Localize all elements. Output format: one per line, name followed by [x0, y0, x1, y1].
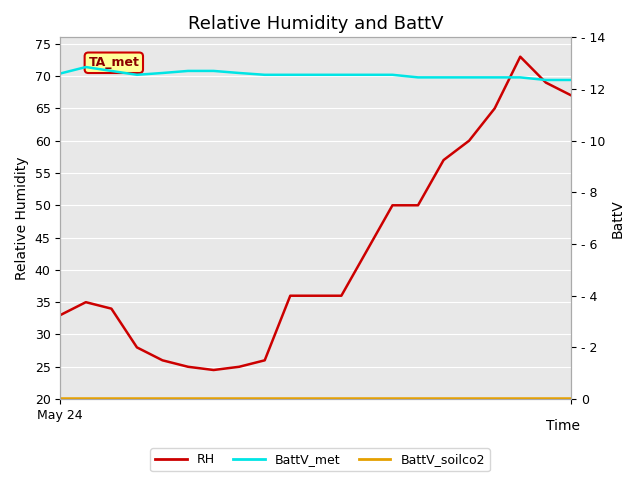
Text: TA_met: TA_met [88, 56, 140, 69]
Legend: RH, BattV_met, BattV_soilco2: RH, BattV_met, BattV_soilco2 [150, 448, 490, 471]
Y-axis label: BattV: BattV [611, 199, 625, 238]
Text: Time: Time [546, 419, 580, 432]
Y-axis label: Relative Humidity: Relative Humidity [15, 156, 29, 280]
Title: Relative Humidity and BattV: Relative Humidity and BattV [188, 15, 444, 33]
